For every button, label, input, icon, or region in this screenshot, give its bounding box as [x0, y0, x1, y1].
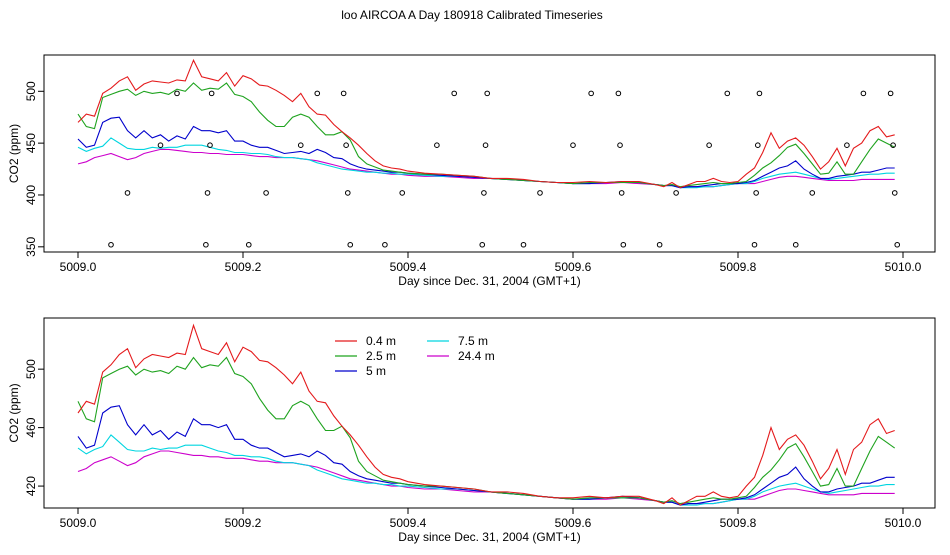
calibration-point — [673, 190, 679, 196]
x-tick-label: 5009.4 — [390, 516, 427, 530]
legend-entry: 5 m — [366, 364, 386, 378]
calibration-point — [399, 190, 406, 196]
calibration-point — [204, 190, 211, 196]
calibration-point — [124, 190, 131, 196]
y-tick-label: 460 — [24, 417, 38, 437]
calibration-point — [724, 90, 731, 97]
x-axis-label: Day since Dec. 31, 2004 (GMT+1) — [398, 274, 580, 288]
series-line-24-4-m — [77, 148, 895, 189]
calibration-point — [706, 142, 712, 149]
calibration-point — [434, 142, 440, 149]
calibration-point — [588, 90, 594, 97]
x-tick-label: 5009.0 — [60, 260, 97, 274]
legend-entry: 24.4 m — [458, 349, 495, 363]
x-tick-label: 5009.2 — [225, 260, 262, 274]
calibration-point — [481, 190, 487, 196]
x-tick-label: 5009.6 — [555, 516, 592, 530]
series-line-0-4-m — [77, 58, 895, 189]
series-line-7-5-m — [77, 434, 895, 506]
x-tick-label: 5010.0 — [885, 516, 922, 530]
calibration-point — [570, 142, 576, 149]
plot-frame — [43, 54, 936, 253]
calibration-point — [479, 241, 486, 248]
calibration-point — [263, 190, 269, 196]
calibration-point — [887, 90, 894, 97]
calibration-point — [620, 241, 627, 248]
calibration-point — [245, 241, 252, 248]
calibration-point — [656, 241, 663, 248]
y-tick-label: 500 — [24, 359, 38, 379]
series-line-7-5-m — [77, 137, 895, 189]
calibration-point — [343, 142, 349, 149]
calibration-point — [617, 142, 623, 149]
y-tick-label: 350 — [24, 236, 38, 256]
calibration-point — [208, 90, 215, 97]
calibration-point — [890, 142, 896, 149]
calibration-point — [792, 241, 799, 248]
calibration-point — [344, 190, 351, 196]
calibration-point — [615, 90, 622, 97]
calibration-point — [314, 90, 321, 97]
calibration-point — [520, 241, 527, 248]
calibration-point — [174, 90, 180, 97]
x-tick-label: 5009.8 — [720, 516, 757, 530]
panel-bottom: 5009.0 5009.2 5009.4 5009.6 5009.8 5010.0 Day … — [7, 317, 936, 544]
calibration-point — [157, 142, 164, 149]
x-tick-label: 5009.2 — [225, 516, 262, 530]
x-tick-label: 5009.6 — [555, 260, 592, 274]
plot-frame — [43, 317, 936, 509]
y-tick-label: 500 — [24, 81, 38, 101]
calibration-point — [809, 190, 816, 196]
calibration-point — [451, 90, 458, 97]
calibration-point — [756, 90, 763, 97]
legend: 0.4 m2.5 m5 m 7.5 m24.4 m — [335, 334, 495, 378]
series-line-0-4-m — [77, 323, 895, 506]
x-tick-label: 5009.0 — [60, 516, 97, 530]
calibration-point — [894, 241, 901, 248]
calibration-point — [382, 241, 388, 248]
series-line-5-m — [77, 116, 895, 189]
calibration-point — [751, 241, 758, 248]
y-axis-label: CO2 (ppm) — [7, 124, 21, 183]
plot-area — [77, 58, 901, 248]
legend-entry: 7.5 m — [458, 334, 488, 348]
legend-entry: 0.4 m — [366, 334, 396, 348]
series-line-24-4-m — [77, 450, 895, 506]
calibration-point — [108, 241, 114, 248]
series-line-5-m — [77, 405, 895, 506]
calibration-point — [482, 142, 489, 149]
x-tick-label: 5010.0 — [885, 260, 922, 274]
calibration-point — [755, 142, 761, 149]
calibration-point — [618, 190, 625, 196]
calibration-point — [297, 142, 304, 149]
calibration-point — [537, 190, 543, 196]
y-tick-label: 420 — [24, 476, 38, 496]
plot-area — [77, 323, 896, 506]
calibration-point — [340, 90, 347, 97]
calibration-point — [844, 142, 850, 149]
calibration-point — [207, 142, 213, 149]
x-tick-label: 5009.4 — [390, 260, 427, 274]
calibration-point — [347, 241, 354, 248]
y-tick-label: 450 — [24, 133, 38, 153]
x-axis-label: Day since Dec. 31, 2004 (GMT+1) — [398, 530, 580, 544]
y-axis-label: CO2 (ppm) — [7, 383, 21, 442]
calibration-point — [203, 241, 209, 248]
calibration-point — [753, 190, 759, 196]
panel-top: 5009.0 5009.2 5009.4 5009.6 5009.8 5010.0 Day … — [7, 54, 936, 288]
legend-entry: 2.5 m — [366, 349, 396, 363]
y-tick-label: 400 — [24, 185, 38, 205]
x-tick-label: 5009.8 — [720, 260, 757, 274]
chart-title: loo AIRCOA A Day 180918 Calibrated Times… — [341, 8, 602, 22]
calibration-point — [891, 190, 898, 196]
calibration-point — [860, 90, 867, 97]
calibration-point — [484, 90, 491, 97]
